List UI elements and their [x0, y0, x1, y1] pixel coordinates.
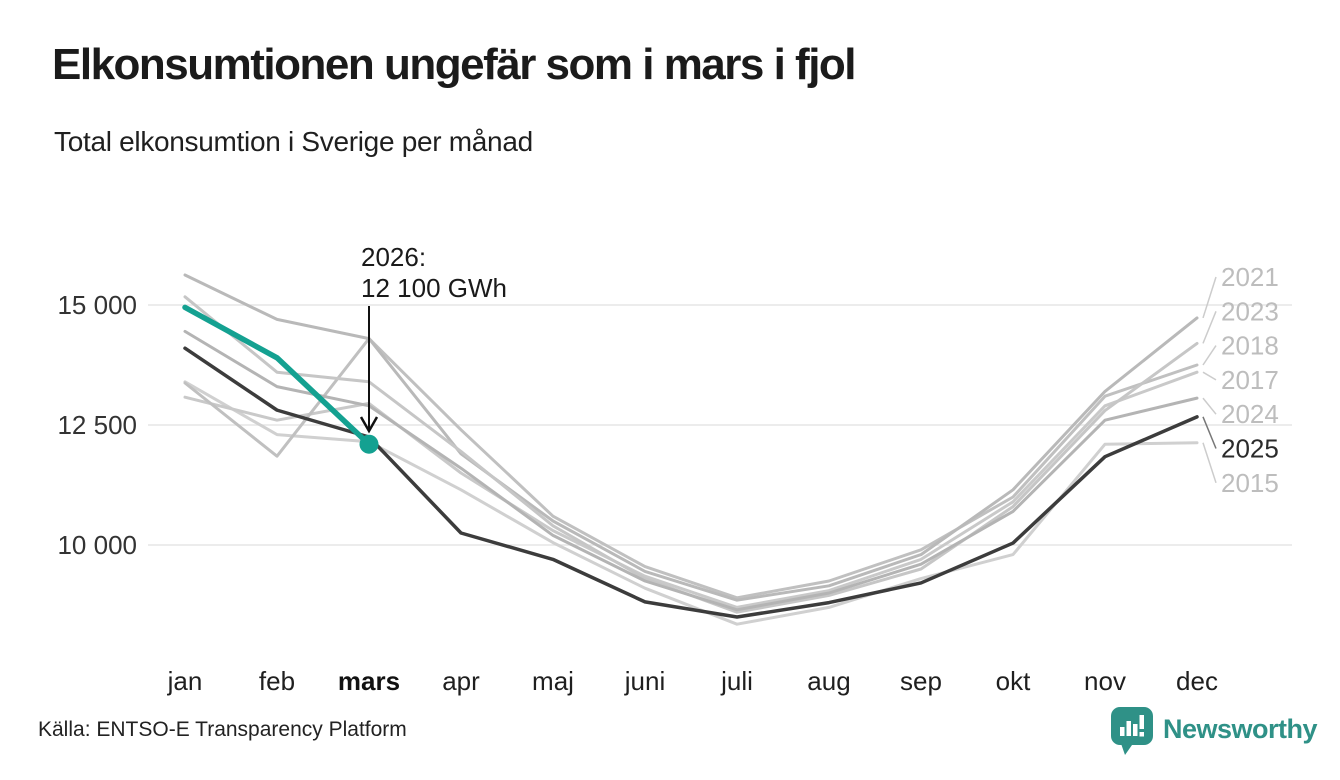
y-tick-label: 10 000 [57, 530, 137, 560]
newsworthy-brand: Newsworthy [1110, 706, 1318, 756]
source-note: Källa: ENTSO-E Transparency Platform [38, 718, 407, 741]
month-label-maj: maj [532, 666, 574, 696]
year-end-label-2025: 2025 [1221, 434, 1279, 464]
month-label-feb: feb [259, 666, 295, 696]
series-line-2025 [183, 346, 1199, 619]
logo-bubble [1111, 707, 1153, 755]
month-label-aug: aug [807, 666, 850, 696]
logo-bar-2 [1126, 721, 1131, 736]
month-label-sep: sep [900, 666, 942, 696]
logo-bar-3 [1133, 724, 1138, 736]
annotation-line-1: 2026: [361, 242, 426, 272]
page-subtitle: Total elkonsumtion i Sverige per månad [54, 126, 533, 157]
series-line-2017 [183, 370, 1199, 609]
month-label-juni: juni [624, 666, 665, 696]
year-end-label-2023: 2023 [1221, 296, 1279, 326]
leader-line-2017 [1202, 371, 1217, 381]
month-label-dec: dec [1176, 666, 1218, 696]
y-tick-label: 12 500 [57, 410, 137, 440]
series-line-2024 [183, 329, 1199, 612]
month-label-okt: okt [996, 666, 1031, 696]
annotation-line-2: 12 100 GWh [361, 273, 507, 303]
series-line-2018 [183, 337, 1199, 600]
year-end-label-2017: 2017 [1221, 365, 1279, 395]
series-line-2015 [183, 380, 1199, 626]
leader-line-2023 [1202, 311, 1217, 344]
leader-line-2021 [1202, 276, 1217, 319]
leader-line-2018 [1202, 345, 1217, 366]
highlight-dot [359, 434, 379, 454]
leader-line-2015 [1202, 442, 1217, 484]
month-label-nov: nov [1084, 666, 1126, 696]
month-label-apr: apr [442, 666, 480, 696]
logo-bar-1 [1120, 727, 1125, 736]
series-line-2026 [182, 304, 372, 447]
annotation-arrowhead [359, 416, 379, 434]
month-label-juli: juli [720, 666, 753, 696]
y-tick-label: 15 000 [57, 290, 137, 320]
year-end-label-2018: 2018 [1221, 331, 1279, 361]
logo-exclamation-stem [1139, 715, 1144, 729]
logo-exclamation-dot [1139, 732, 1144, 737]
year-end-label-2024: 2024 [1221, 399, 1279, 429]
brand-wordmark: Newsworthy [1163, 714, 1318, 744]
year-end-label-2015: 2015 [1221, 468, 1279, 498]
page-title: Elkonsumtionen ungefär som i mars i fjol [52, 40, 857, 89]
leader-line-2024 [1202, 397, 1217, 415]
month-label-jan: jan [167, 666, 203, 696]
month-label-mars: mars [338, 666, 400, 696]
series-line-2021 [183, 273, 1199, 602]
leader-line-2025 [1202, 416, 1217, 449]
year-end-label-2021: 2021 [1221, 262, 1279, 292]
newsworthy-logo-icon [1111, 707, 1153, 755]
